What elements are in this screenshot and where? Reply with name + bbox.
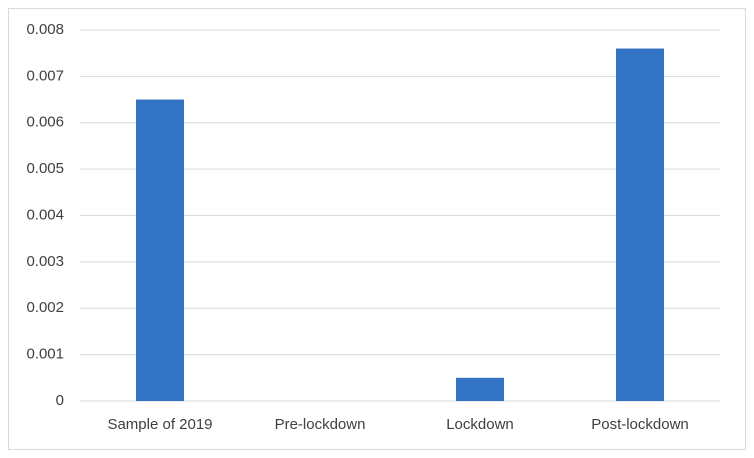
y-tick-label: 0.007	[26, 67, 64, 84]
y-tick-label: 0.008	[26, 21, 64, 38]
y-tick-label: 0.004	[26, 206, 64, 223]
y-tick-label: 0.002	[26, 299, 64, 316]
y-tick-label: 0.005	[26, 160, 64, 177]
y-tick-label: 0.001	[26, 346, 64, 363]
x-tick-label: Lockdown	[446, 416, 514, 433]
x-tick-label: Pre-lockdown	[275, 416, 366, 433]
x-tick-label: Sample of 2019	[107, 416, 212, 433]
bar	[616, 48, 664, 402]
bar	[136, 99, 184, 401]
bar	[456, 377, 504, 401]
y-tick-label: 0.006	[26, 114, 64, 131]
y-tick-label: 0	[56, 392, 64, 409]
y-tick-label: 0.003	[26, 253, 64, 270]
x-tick-label: Post-lockdown	[591, 416, 689, 433]
